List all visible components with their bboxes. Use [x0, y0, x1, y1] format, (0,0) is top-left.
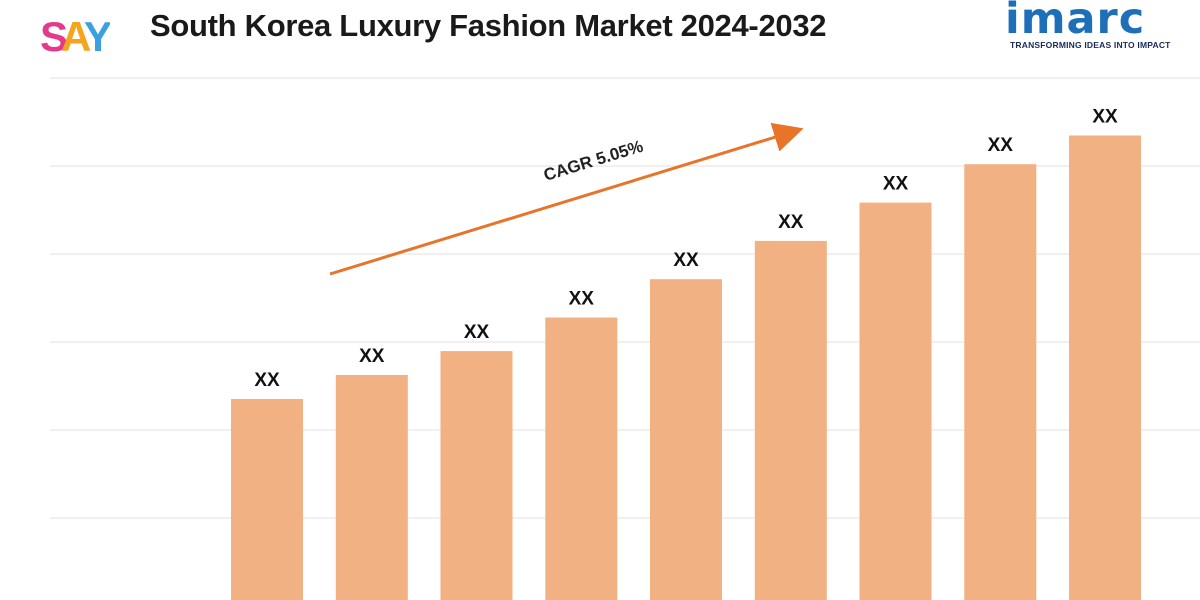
bar — [754, 240, 827, 600]
data-label: XX — [883, 174, 909, 195]
svg-text:Y: Y — [84, 13, 110, 60]
page-title: South Korea Luxury Fashion Market 2024-2… — [150, 8, 827, 43]
data-label: XX — [359, 346, 385, 367]
data-label: XX — [569, 289, 595, 310]
bars — [231, 135, 1141, 600]
data-label: XX — [464, 322, 490, 343]
header: S A Y South Korea Luxury Fashion Market … — [0, 0, 1200, 60]
svg-text:A: A — [61, 13, 91, 60]
data-label: XX — [778, 212, 804, 233]
data-label: XX — [254, 370, 280, 391]
data-labels: XX XX XX XX XX XX XX XX XX — [254, 107, 1118, 392]
bar — [650, 279, 722, 600]
svg-text:S: S — [40, 13, 68, 60]
bar — [335, 375, 408, 600]
bar — [545, 317, 618, 600]
bar — [859, 202, 932, 600]
imarc-logo-tagline: TRANSFORMING IDEAS INTO IMPACT — [1010, 40, 1171, 50]
bar — [1069, 135, 1141, 600]
data-label: XX — [1092, 107, 1118, 128]
imarc-logo-wordmark: imarc — [1005, 0, 1146, 44]
bar — [964, 164, 1037, 600]
data-label: XX — [988, 135, 1014, 156]
say-logo: S A Y — [40, 13, 110, 60]
bar — [440, 351, 513, 600]
cagr-arrow — [329, 122, 804, 276]
cagr-annotation: CAGR 5.05% — [541, 137, 645, 185]
bar — [231, 399, 303, 600]
data-label: XX — [673, 250, 699, 271]
